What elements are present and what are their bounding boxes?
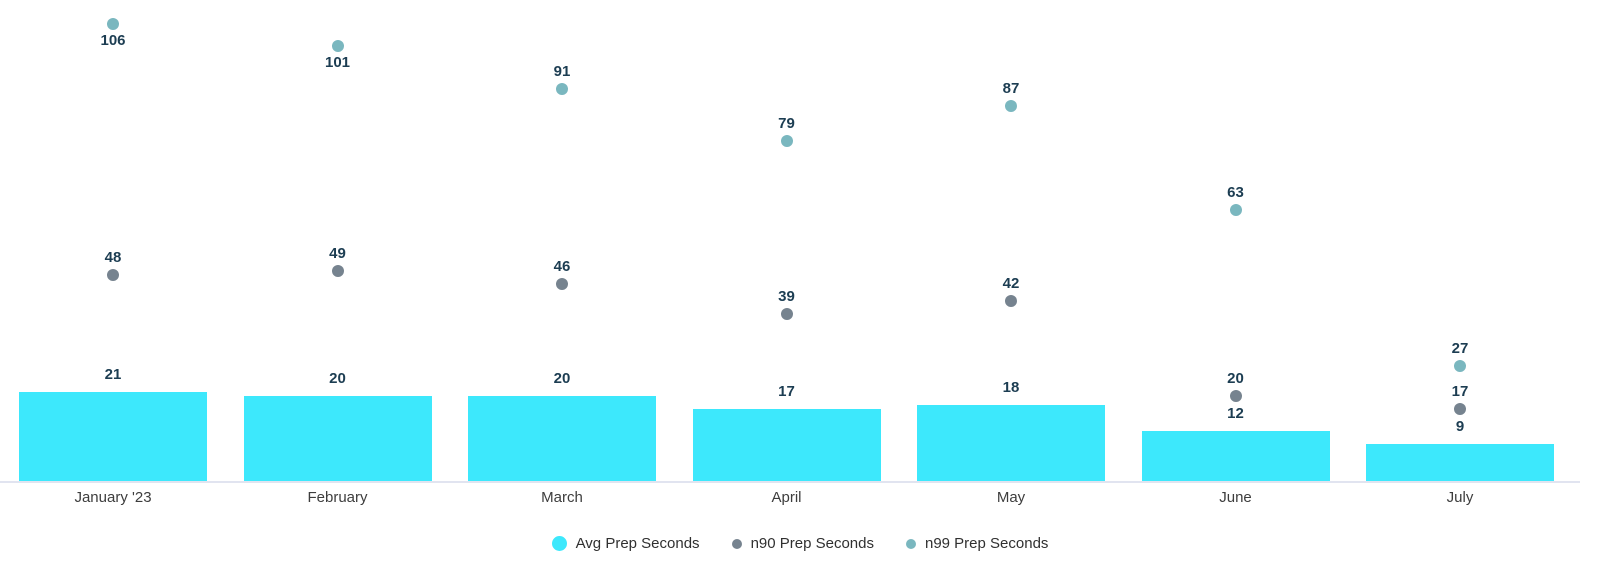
n99-prep-point[interactable] [1229, 204, 1242, 217]
n99-prep-point[interactable] [780, 134, 793, 147]
legend-item-avg-prep-seconds[interactable]: Avg Prep Seconds [551, 535, 700, 552]
avg-prep-value-label: 12 [1227, 405, 1244, 423]
n90-prep-value-label: 20 [1227, 370, 1244, 388]
n99-prep-point[interactable] [1454, 360, 1466, 373]
n99-prep-value-label: 87 [1002, 80, 1020, 98]
n90-prep-value-label: 48 [104, 249, 122, 267]
avg-prep-bar[interactable] [243, 396, 432, 483]
x-axis-label: February [307, 489, 368, 506]
n99-prep-point[interactable] [1005, 100, 1017, 113]
n90-prep-point[interactable] [1229, 390, 1242, 403]
avg-prep-value-label: 18 [1002, 379, 1020, 397]
avg-prep-bar[interactable] [917, 405, 1105, 483]
n99-prep-point[interactable] [331, 39, 344, 52]
x-axis-label: July [1446, 489, 1474, 506]
legend-label-n90: n90 Prep Seconds [750, 535, 874, 552]
n99-prep-value-label: 63 [1227, 184, 1244, 202]
avg-prep-bar[interactable] [1366, 444, 1554, 483]
legend-item-n90-prep-seconds[interactable]: n90 Prep Seconds [731, 535, 874, 552]
avg-prep-value-label: 20 [329, 370, 346, 388]
avg-prep-bar[interactable] [468, 396, 656, 483]
avg-prep-value-label: 17 [778, 383, 795, 401]
x-axis-label: May [996, 489, 1026, 506]
n90-prep-legend-dot-icon [731, 538, 742, 549]
n90-prep-value-label: 17 [1451, 383, 1469, 401]
n90-prep-value-label: 49 [329, 244, 346, 262]
n90-prep-point[interactable] [1454, 403, 1466, 416]
avg-prep-value-label: 20 [553, 370, 571, 388]
n90-prep-point[interactable] [1005, 295, 1017, 308]
avg-prep-bar[interactable] [1141, 431, 1330, 483]
legend-item-n99-prep-seconds[interactable]: n99 Prep Seconds [905, 535, 1049, 552]
x-axis-line [0, 481, 1580, 483]
n99-prep-value-label: 106 [100, 32, 126, 50]
n90-prep-value-label: 46 [553, 257, 571, 275]
n99-prep-value-label: 27 [1451, 340, 1469, 358]
n99-prep-value-label: 91 [553, 62, 571, 80]
legend-label-avg: Avg Prep Seconds [575, 535, 700, 552]
x-axis-label: January '23 [74, 489, 152, 506]
x-axis-label: March [541, 489, 583, 506]
n90-prep-value-label: 42 [1002, 275, 1020, 293]
avg-prep-value-label: 9 [1455, 418, 1465, 436]
n99-prep-point[interactable] [107, 18, 119, 31]
avg-prep-value-label: 21 [104, 366, 122, 384]
n90-prep-point[interactable] [331, 264, 344, 277]
n90-prep-point[interactable] [780, 308, 793, 321]
avg-prep-bar[interactable] [19, 392, 207, 483]
legend-label-n99: n99 Prep Seconds [924, 535, 1049, 552]
avg-prep-legend-dot-icon [551, 536, 567, 551]
n99-prep-legend-dot-icon [905, 538, 916, 549]
n99-prep-value-label: 79 [778, 114, 795, 132]
n90-prep-point[interactable] [107, 269, 119, 282]
x-axis-label: June [1219, 489, 1252, 506]
n90-prep-point[interactable] [556, 277, 568, 290]
n99-prep-point[interactable] [556, 82, 568, 95]
avg-prep-bar[interactable] [692, 409, 881, 483]
x-axis-label: April [771, 489, 802, 506]
n90-prep-value-label: 39 [778, 288, 795, 306]
n99-prep-value-label: 101 [324, 53, 351, 71]
legend: Avg Prep Seconds n90 Prep Seconds n99 Pr… [0, 535, 1600, 552]
